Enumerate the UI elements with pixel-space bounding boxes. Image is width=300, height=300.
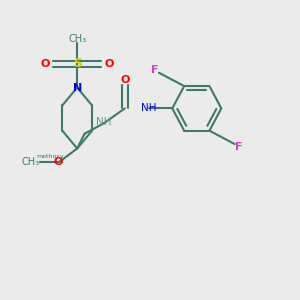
Text: methoxy: methoxy	[37, 154, 64, 159]
Text: O: O	[54, 157, 63, 167]
Text: CH₃: CH₃	[68, 34, 86, 44]
Text: NH: NH	[96, 117, 112, 128]
Text: F: F	[151, 65, 158, 75]
Text: NH: NH	[141, 103, 156, 113]
Text: O: O	[41, 59, 50, 69]
Text: F: F	[236, 142, 243, 152]
Text: S: S	[73, 57, 82, 70]
Text: O: O	[104, 59, 114, 69]
Text: CH₃: CH₃	[22, 157, 40, 167]
Text: N: N	[73, 82, 82, 93]
Text: O: O	[120, 75, 129, 85]
